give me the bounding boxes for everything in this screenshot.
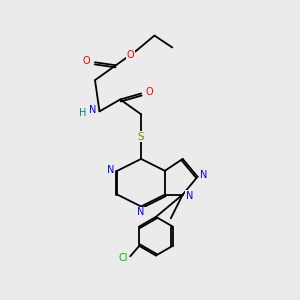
Text: S: S	[138, 132, 144, 142]
Text: N: N	[107, 165, 115, 175]
Text: O: O	[146, 87, 153, 97]
Text: O: O	[127, 50, 134, 61]
Text: N: N	[200, 170, 208, 180]
Text: N: N	[88, 105, 96, 115]
Text: N: N	[137, 207, 145, 218]
Text: Cl: Cl	[118, 253, 128, 263]
Text: H: H	[79, 108, 86, 118]
Text: N: N	[185, 191, 193, 201]
Text: O: O	[83, 56, 91, 66]
